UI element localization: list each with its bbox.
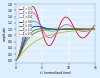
ζ = 0.8: [49, 28, 50, 29]
Line: ζ = 0.2: ζ = 0.2: [16, 13, 95, 60]
ζ = 0.1: [15, 60, 16, 61]
ζ = 0.2: [85, 31, 86, 32]
ζ = 2.0: [24, 50, 25, 51]
ζ = 0.4: [24, 36, 25, 37]
ζ = 0.8: [24, 42, 25, 43]
ζ = 0.8: [85, 29, 86, 30]
ζ = 0.2: [32, 12, 33, 13]
ζ = 0.2: [46, 35, 47, 36]
ζ = 0.8: [29, 34, 30, 35]
ζ = 2.0: [93, 29, 94, 30]
ζ = 0.2: [24, 31, 25, 32]
Y-axis label: amplitude: amplitude: [3, 26, 7, 41]
ζ = 0.4: [93, 29, 94, 30]
ζ = 0.4: [85, 29, 86, 30]
Line: ζ = 0.4: ζ = 0.4: [16, 21, 95, 60]
ζ = 0.2: [49, 37, 50, 38]
ζ = 2.0: [84, 30, 86, 31]
ζ = 1.0: [49, 29, 50, 30]
Line: ζ = 0.6: ζ = 0.6: [16, 26, 95, 60]
ζ = 0.4: [29, 24, 30, 25]
Line: ζ = 1.0: ζ = 1.0: [16, 29, 95, 60]
ζ = 0.8: [95, 29, 96, 30]
ζ = 0.1: [49, 45, 50, 46]
ζ = 0.1: [24, 28, 25, 29]
ζ = 0.2: [95, 28, 96, 29]
ζ = 0.4: [46, 29, 47, 30]
ζ = 1.0: [95, 29, 96, 30]
ζ = 0.4: [49, 30, 50, 31]
ζ = 0.1: [93, 26, 94, 27]
ζ = 1.0: [24, 44, 25, 45]
ζ = 1.0: [84, 29, 86, 30]
ζ = 0.8: [93, 29, 94, 30]
ζ = 0.6: [85, 29, 86, 30]
ζ = 0.4: [33, 21, 34, 22]
ζ = 0.6: [36, 26, 37, 27]
ζ = 0.6: [29, 30, 30, 31]
Line: ζ = 0.8: ζ = 0.8: [16, 29, 95, 60]
ζ = 0.8: [15, 60, 16, 61]
ζ = 2.0: [49, 35, 50, 36]
ζ = 0.1: [46, 43, 47, 44]
ζ = 1.0: [29, 37, 30, 38]
ζ = 2.0: [95, 29, 96, 30]
Line: ζ = 2.0: ζ = 2.0: [16, 30, 95, 60]
ζ = 1.0: [46, 29, 47, 30]
ζ = 0.2: [15, 60, 16, 61]
Legend: ζ = 0.1, ζ = 0.2, ζ = 0.4, ζ = 0.6, ζ = 0.8, ζ = 1.0, ζ = 2.0: ζ = 0.1, ζ = 0.2, ζ = 0.4, ζ = 0.6, ζ = …: [18, 6, 32, 37]
ζ = 0.1: [85, 37, 86, 38]
Line: ζ = 0.1: ζ = 0.1: [16, 6, 95, 60]
ζ = 1.0: [15, 60, 16, 61]
ζ = 0.1: [32, 6, 33, 7]
ζ = 1.0: [93, 29, 94, 30]
X-axis label: t / (normalized time): t / (normalized time): [40, 71, 71, 75]
ζ = 2.0: [29, 45, 30, 46]
ζ = 0.4: [95, 29, 96, 30]
ζ = 0.6: [95, 29, 96, 30]
ζ = 0.8: [46, 28, 47, 29]
ζ = 0.6: [24, 39, 25, 40]
ζ = 0.1: [95, 24, 96, 25]
ζ = 0.6: [46, 28, 47, 29]
ζ = 0.1: [29, 10, 30, 11]
ζ = 0.6: [93, 29, 94, 30]
ζ = 2.0: [15, 60, 16, 61]
ζ = 0.4: [15, 60, 16, 61]
ζ = 0.6: [49, 28, 50, 29]
ζ = 0.8: [43, 28, 44, 29]
ζ = 0.2: [29, 15, 30, 16]
ζ = 0.6: [15, 60, 16, 61]
ζ = 2.0: [46, 36, 47, 37]
